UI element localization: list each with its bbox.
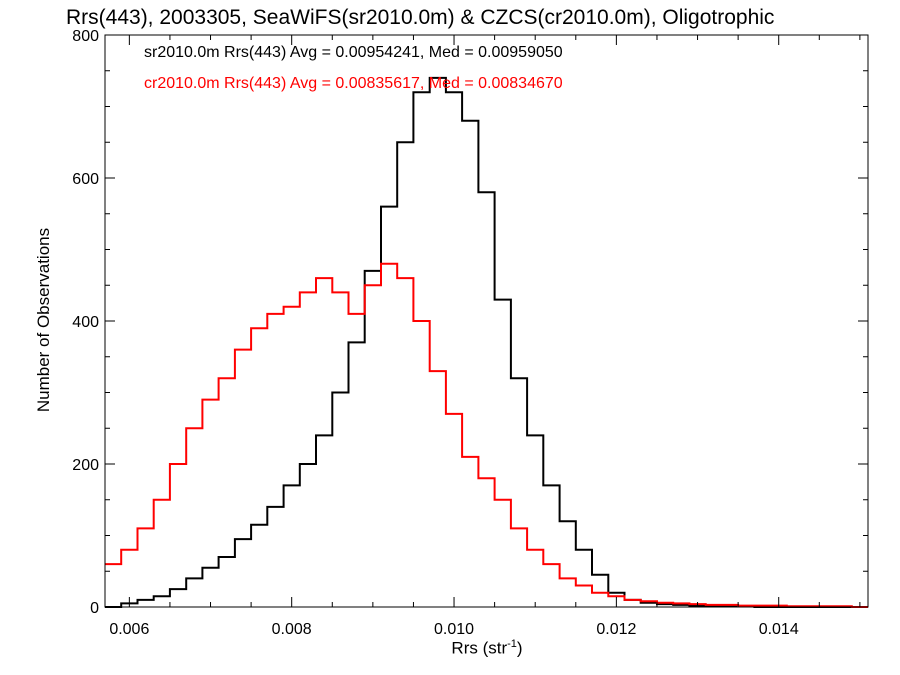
- series-line-2: [105, 262, 868, 608]
- x-tick-label: 0.010: [434, 621, 474, 638]
- x-axis-label-superscript: -1: [507, 638, 517, 650]
- plot-area: [105, 76, 868, 608]
- x-axis-label: Rrs (str-1): [451, 638, 522, 659]
- y-tick-label: 200: [72, 457, 99, 474]
- y-tick-label: 600: [72, 171, 99, 188]
- y-tick-label: 800: [72, 28, 99, 45]
- x-tick-label: 0.012: [596, 621, 636, 638]
- plot-frame: [104, 34, 869, 608]
- x-tick-label: 0.014: [759, 621, 799, 638]
- legend-entry-satellite-b: cr2010.0m Rrs(443) Avg = 0.00835617, Med…: [144, 75, 563, 92]
- axes: 0.006 0.008 0.010 0.012 0.014 0 200 400 600 800: [72, 28, 869, 638]
- x-axis-label-suffix: ): [516, 638, 523, 658]
- series-line-1: [105, 76, 868, 608]
- x-axis-label-text: Rrs (str: [451, 638, 508, 658]
- y-tick-label: 400: [72, 314, 99, 331]
- y-tick-label: 0: [90, 600, 99, 617]
- y-axis-label: Number of Observations: [34, 227, 53, 413]
- chart-title: Rrs(443), 2003305, SeaWiFS(sr2010.0m) & …: [66, 6, 775, 29]
- x-tick-label: 0.006: [109, 621, 149, 638]
- x-tick-label: 0.008: [272, 621, 312, 638]
- legend-entry-satellite-a: sr2010.0m Rrs(443) Avg = 0.00954241, Med…: [144, 44, 563, 61]
